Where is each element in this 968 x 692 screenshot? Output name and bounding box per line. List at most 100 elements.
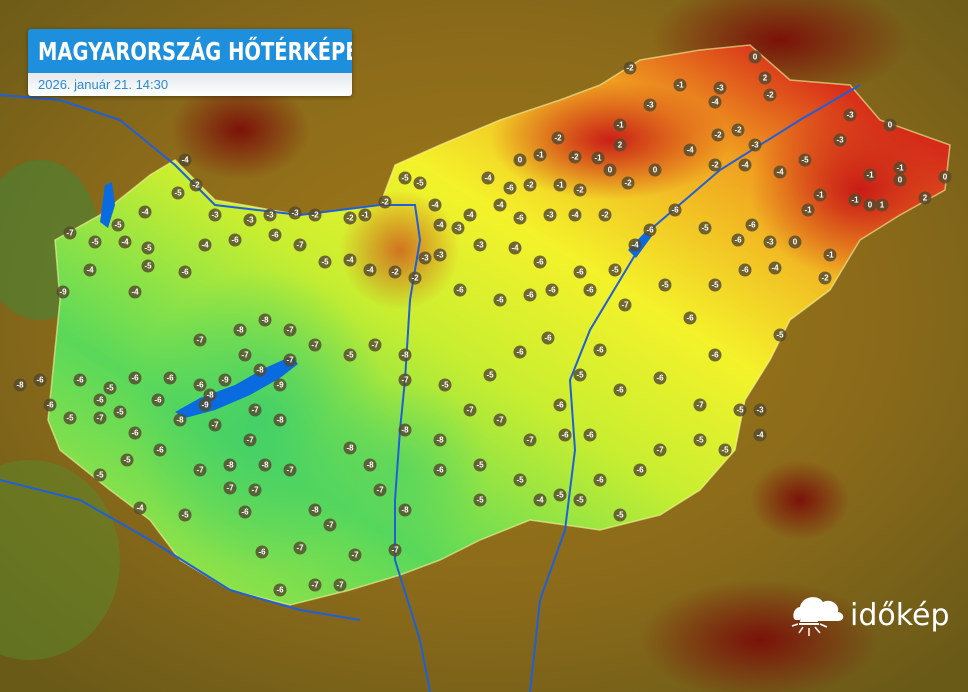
station-temperature-marker[interactable]: -6 [541,331,555,345]
station-temperature-marker[interactable]: -6 [33,373,47,387]
station-temperature-marker[interactable]: -8 [223,458,237,472]
station-temperature-marker[interactable]: -8 [258,313,272,327]
station-temperature-marker[interactable]: -2 [378,195,392,209]
station-temperature-marker[interactable]: -4 [568,208,582,222]
station-temperature-marker[interactable]: -5 [773,328,787,342]
station-temperature-marker[interactable]: -6 [128,371,142,385]
station-temperature-marker[interactable]: -1 [591,151,605,165]
station-temperature-marker[interactable]: -2 [711,128,725,142]
station-temperature-marker[interactable]: -5 [718,443,732,457]
station-temperature-marker[interactable]: 0 [893,173,907,187]
station-temperature-marker[interactable]: -8 [258,458,272,472]
station-temperature-marker[interactable]: -7 [248,483,262,497]
station-temperature-marker[interactable]: -6 [93,393,107,407]
station-temperature-marker[interactable]: -4 [463,208,477,222]
station-temperature-marker[interactable]: -6 [513,345,527,359]
station-temperature-marker[interactable]: -7 [398,373,412,387]
station-temperature-marker[interactable]: -8 [203,388,217,402]
station-temperature-marker[interactable]: -5 [343,348,357,362]
station-temperature-marker[interactable]: -7 [293,238,307,252]
station-temperature-marker[interactable]: -8 [273,413,287,427]
station-temperature-marker[interactable]: -7 [208,418,222,432]
station-temperature-marker[interactable]: -3 [713,81,727,95]
station-temperature-marker[interactable]: -6 [593,473,607,487]
station-temperature-marker[interactable]: -4 [773,165,787,179]
station-temperature-marker[interactable]: -5 [111,218,125,232]
station-temperature-marker[interactable]: -7 [248,403,262,417]
station-temperature-marker[interactable]: -7 [308,578,322,592]
station-temperature-marker[interactable]: -3 [208,208,222,222]
station-temperature-marker[interactable]: -4 [428,198,442,212]
station-temperature-marker[interactable]: -4 [118,235,132,249]
station-temperature-marker[interactable]: -6 [643,223,657,237]
station-temperature-marker[interactable]: -7 [368,338,382,352]
station-temperature-marker[interactable]: -6 [583,283,597,297]
station-temperature-marker[interactable]: -8 [363,458,377,472]
station-temperature-marker[interactable]: -6 [163,371,177,385]
station-temperature-marker[interactable]: 2 [613,138,627,152]
station-temperature-marker[interactable]: -5 [613,508,627,522]
station-temperature-marker[interactable]: -1 [533,148,547,162]
station-temperature-marker[interactable]: -1 [358,208,372,222]
station-temperature-marker[interactable]: -2 [308,208,322,222]
station-temperature-marker[interactable]: -5 [103,381,117,395]
station-temperature-marker[interactable]: -9 [273,378,287,392]
station-temperature-marker[interactable]: -7 [388,543,402,557]
station-temperature-marker[interactable]: -4 [481,171,495,185]
station-temperature-marker[interactable]: -1 [801,203,815,217]
station-temperature-marker[interactable]: -6 [683,311,697,325]
station-temperature-marker[interactable]: -6 [545,283,559,297]
station-temperature-marker[interactable]: -6 [558,428,572,442]
station-temperature-marker[interactable]: -2 [568,150,582,164]
station-temperature-marker[interactable]: -7 [463,403,477,417]
station-temperature-marker[interactable]: -3 [418,251,432,265]
station-temperature-marker[interactable]: -3 [243,213,257,227]
station-temperature-marker[interactable]: -8 [398,348,412,362]
station-temperature-marker[interactable]: -5 [88,235,102,249]
station-temperature-marker[interactable]: -8 [398,423,412,437]
station-temperature-marker[interactable]: -6 [523,288,537,302]
station-temperature-marker[interactable]: -5 [733,403,747,417]
station-temperature-marker[interactable]: -7 [348,548,362,562]
station-temperature-marker[interactable]: -7 [523,433,537,447]
station-temperature-marker[interactable]: -8 [253,363,267,377]
station-temperature-marker[interactable]: -2 [623,61,637,75]
station-temperature-marker[interactable]: -4 [753,428,767,442]
station-temperature-marker[interactable]: -4 [738,158,752,172]
station-temperature-marker[interactable]: -7 [373,483,387,497]
station-temperature-marker[interactable]: -2 [523,178,537,192]
station-temperature-marker[interactable]: -8 [13,378,27,392]
station-temperature-marker[interactable]: -5 [178,508,192,522]
station-temperature-marker[interactable]: -6 [573,265,587,279]
station-temperature-marker[interactable]: -4 [683,143,697,157]
station-temperature-marker[interactable]: -5 [693,433,707,447]
station-temperature-marker[interactable]: -6 [533,255,547,269]
station-temperature-marker[interactable]: -6 [745,218,759,232]
station-temperature-marker[interactable]: -6 [273,583,287,597]
station-temperature-marker[interactable]: -1 [813,188,827,202]
station-temperature-marker[interactable]: -5 [63,411,77,425]
station-temperature-marker[interactable]: -5 [658,278,672,292]
station-temperature-marker[interactable]: -2 [598,208,612,222]
station-temperature-marker[interactable]: -4 [128,285,142,299]
station-temperature-marker[interactable]: -5 [113,405,127,419]
station-temperature-marker[interactable]: -4 [628,238,642,252]
station-temperature-marker[interactable]: -7 [193,333,207,347]
station-temperature-marker[interactable]: -7 [63,226,77,240]
station-temperature-marker[interactable]: -3 [451,221,465,235]
station-temperature-marker[interactable]: -5 [413,176,427,190]
station-temperature-marker[interactable]: -5 [171,186,185,200]
station-temperature-marker[interactable]: -8 [343,441,357,455]
station-temperature-marker[interactable]: -7 [283,323,297,337]
station-temperature-marker[interactable]: -7 [653,443,667,457]
station-temperature-marker[interactable]: -6 [228,233,242,247]
station-temperature-marker[interactable]: -2 [763,88,777,102]
station-temperature-marker[interactable]: -2 [551,131,565,145]
station-temperature-marker[interactable]: -6 [268,228,282,242]
station-temperature-marker[interactable]: -6 [653,371,667,385]
station-temperature-marker[interactable]: -2 [818,271,832,285]
station-temperature-marker[interactable]: -5 [483,368,497,382]
station-temperature-marker[interactable]: 0 [938,170,952,184]
station-temperature-marker[interactable]: -5 [120,453,134,467]
station-temperature-marker[interactable]: -3 [433,248,447,262]
